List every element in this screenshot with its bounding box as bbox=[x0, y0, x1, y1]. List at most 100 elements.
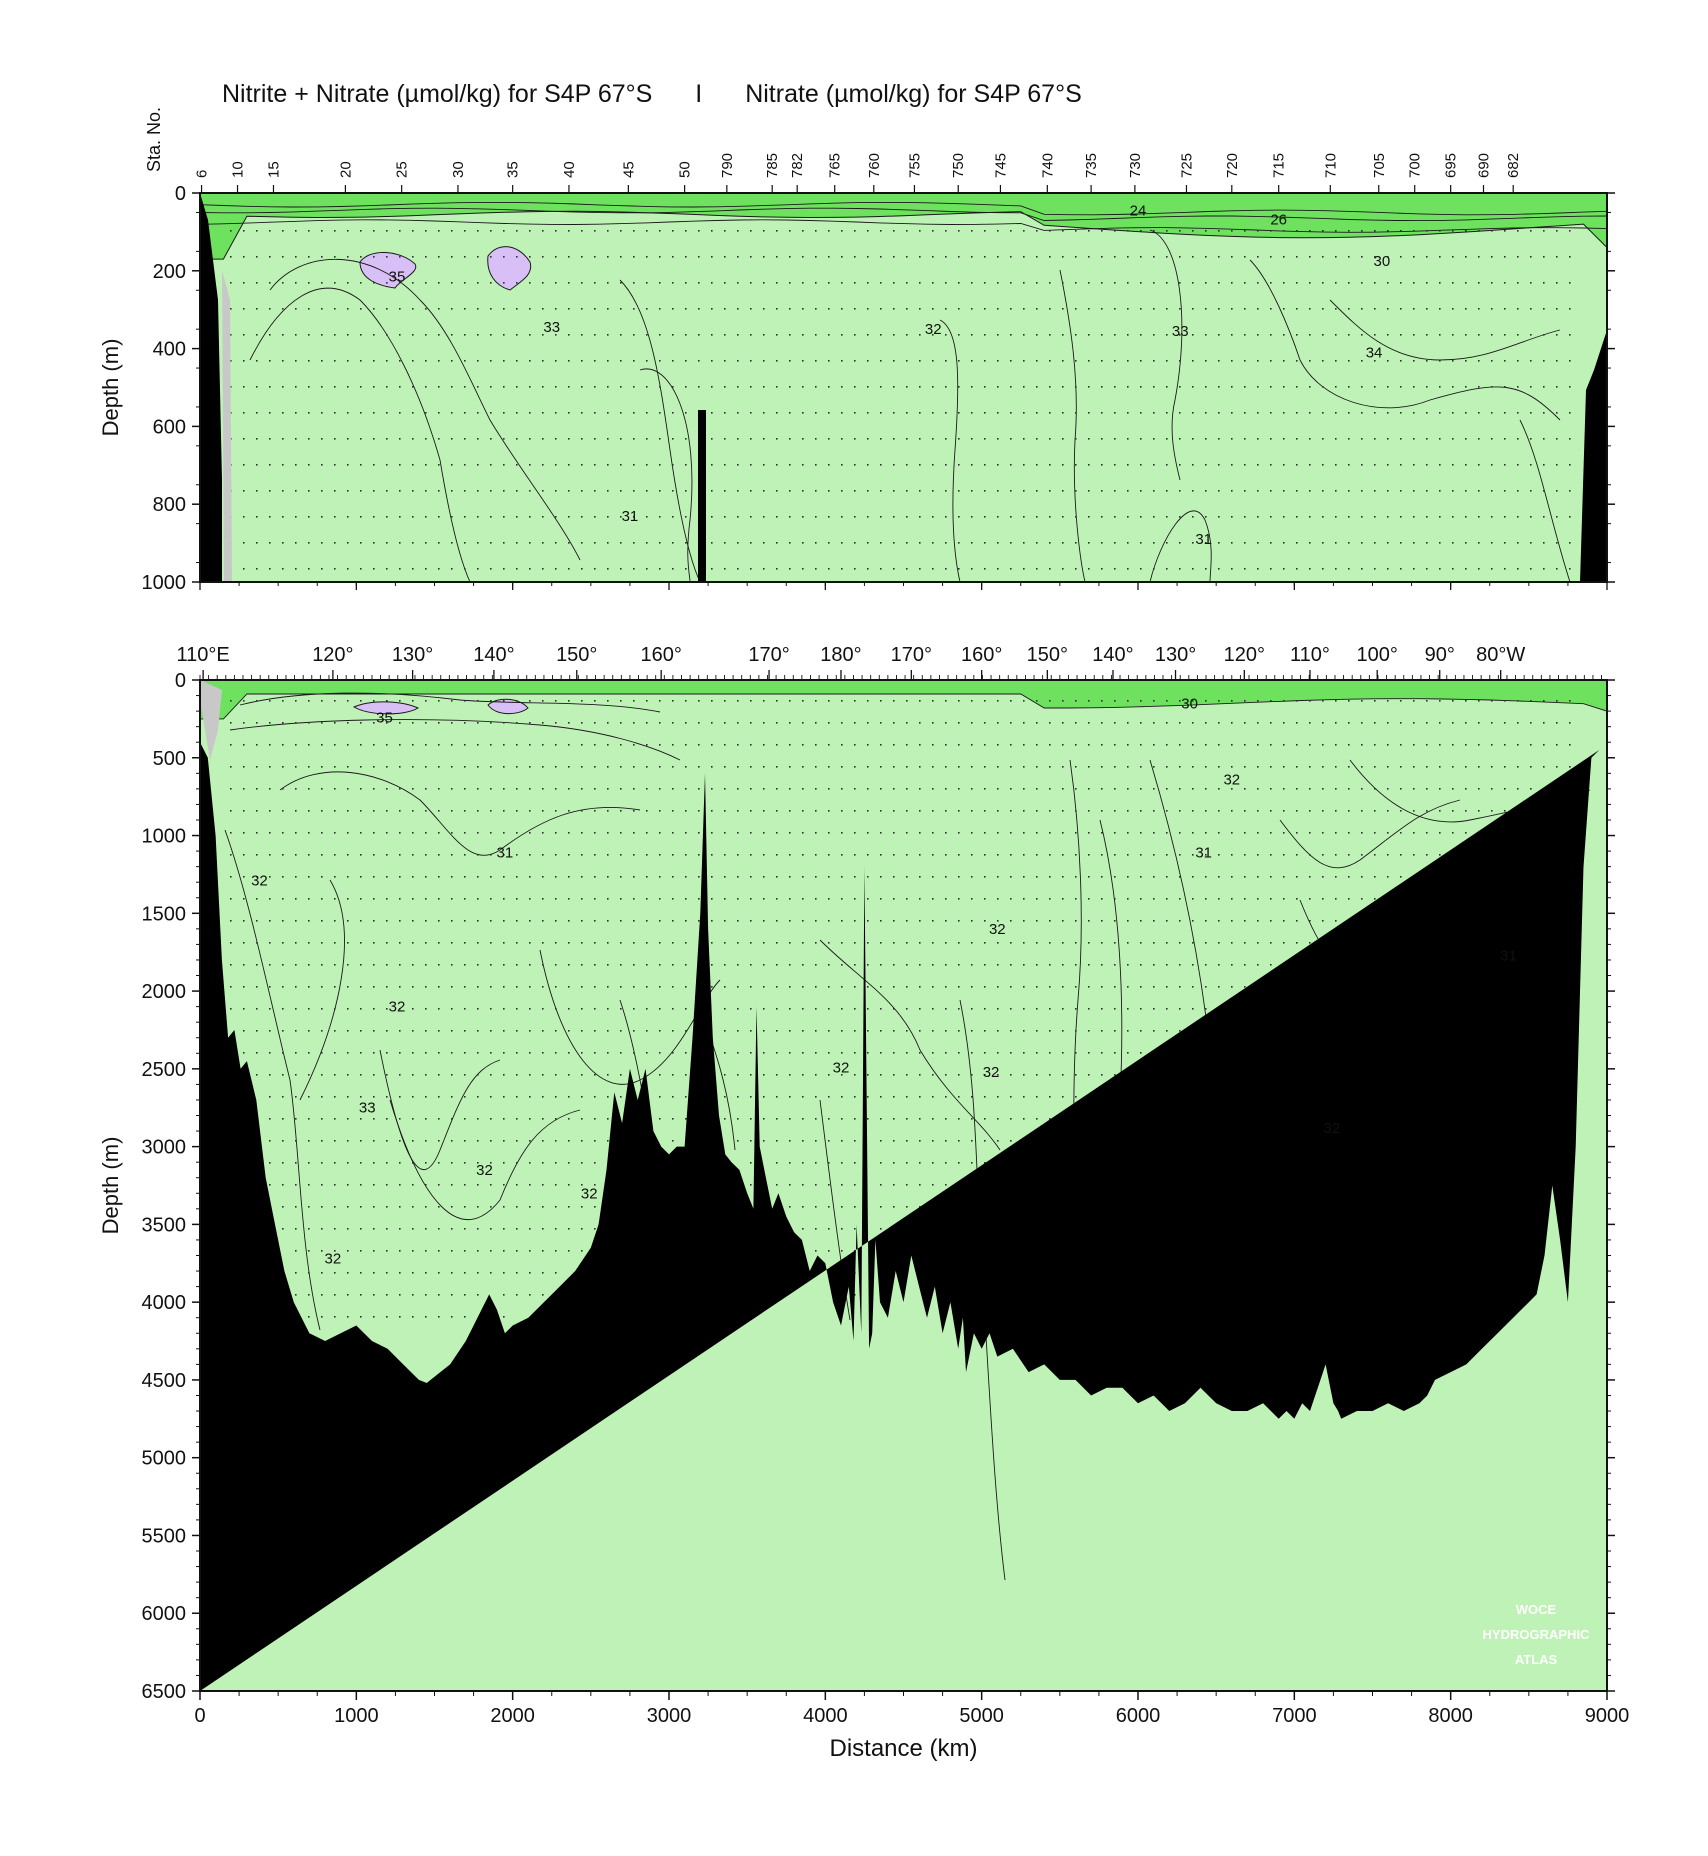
station-label: 20 bbox=[337, 161, 354, 178]
y-tick-label: 3500 bbox=[142, 1214, 187, 1236]
contour-label: 33 bbox=[543, 319, 560, 336]
contour-label: 26 bbox=[1270, 211, 1287, 228]
contour-label: 31 bbox=[1195, 845, 1212, 862]
watermark-line-2: HYDROGRAPHIC bbox=[1483, 1627, 1591, 1642]
station-label: 50 bbox=[677, 161, 694, 178]
left-slope bbox=[200, 193, 222, 582]
bathymetry-profile bbox=[200, 742, 1600, 1691]
x-tick-label: 5000 bbox=[959, 1705, 1004, 1727]
concentration-contour bbox=[819, 939, 1001, 1151]
longitude-label: 150° bbox=[1027, 644, 1068, 666]
contour-label: 31 bbox=[622, 508, 639, 525]
title-right: Nitrate (µmol/kg) for S4P 67°S bbox=[745, 80, 1082, 108]
y-tick-label: 3000 bbox=[142, 1137, 187, 1159]
surface-contour bbox=[200, 207, 1607, 222]
concentration-contour bbox=[639, 368, 693, 582]
longitude-label: 140° bbox=[473, 644, 514, 666]
contour-label: 33 bbox=[1172, 323, 1189, 340]
concentration-contour bbox=[279, 771, 641, 856]
y-tick-label: 2500 bbox=[142, 1059, 187, 1081]
surface-low-band bbox=[200, 680, 1607, 720]
contour-label: 32 bbox=[983, 1064, 1000, 1081]
contour-label: 32 bbox=[476, 1162, 493, 1179]
y-tick-label: 400 bbox=[153, 339, 186, 361]
contour-label: 32 bbox=[833, 1059, 850, 1076]
longitude-label: 130° bbox=[1155, 644, 1196, 666]
y-tick-label: 1000 bbox=[142, 826, 187, 848]
ridge-spike bbox=[698, 410, 706, 582]
station-label: 45 bbox=[620, 161, 637, 178]
station-label: 750 bbox=[950, 153, 967, 178]
station-label: 30 bbox=[450, 161, 467, 178]
surface-contour bbox=[200, 201, 1607, 216]
contour-label: 34 bbox=[1366, 344, 1383, 361]
station-label: 710 bbox=[1322, 153, 1339, 178]
lower-panel: 35 30 32 31 31 32 32 31 32 32 32 33 32 32 32 32 0 500 1000… bbox=[98, 644, 1629, 1762]
longitude-label: 140° bbox=[1092, 644, 1133, 666]
contour-label: 35 bbox=[376, 709, 393, 726]
contour-label: 31 bbox=[497, 845, 514, 862]
y-tick-label: 200 bbox=[153, 261, 186, 283]
station-label: 735 bbox=[1083, 153, 1100, 178]
contour-label: 31 bbox=[1500, 947, 1517, 964]
contour-label: 30 bbox=[1374, 253, 1391, 270]
y-tick-label: 500 bbox=[153, 748, 186, 770]
station-label: 25 bbox=[394, 161, 411, 178]
longitude-label: 150° bbox=[556, 644, 597, 666]
high-35-patch bbox=[359, 251, 417, 289]
x-tick-label: 7000 bbox=[1272, 1705, 1317, 1727]
x-tick-label: 3000 bbox=[647, 1705, 692, 1727]
longitude-label: 170° bbox=[891, 644, 932, 666]
concentration-contour bbox=[299, 879, 345, 1101]
contour-label: 31 bbox=[1195, 531, 1212, 548]
high-35-patch bbox=[352, 701, 420, 715]
x-tick-label: 1000 bbox=[334, 1705, 379, 1727]
longitude-label: 170° bbox=[748, 644, 789, 666]
longitude-label: 160° bbox=[640, 644, 681, 666]
upper-panel: 6 10 15 20 25 30 35 40 45 50 790 785 782 765 760 755 750… bbox=[98, 107, 1615, 594]
longitude-label: 110°E bbox=[177, 644, 230, 666]
station-label: 10 bbox=[230, 161, 247, 178]
longitude-label: 120° bbox=[312, 644, 353, 666]
title-separator: I bbox=[695, 80, 703, 108]
station-label: 15 bbox=[265, 161, 282, 178]
concentration-contour bbox=[939, 319, 961, 582]
concentration-contour bbox=[269, 258, 581, 561]
station-label: 695 bbox=[1443, 153, 1460, 178]
y-tick-label: 2000 bbox=[142, 981, 187, 1003]
y-tick-label: 6000 bbox=[142, 1603, 187, 1625]
longitude-label: 90° bbox=[1425, 644, 1455, 666]
concentration-contour bbox=[1059, 269, 1086, 582]
shelf-gray bbox=[200, 680, 222, 760]
x-tick-label: 4000 bbox=[803, 1705, 848, 1727]
y-tick-label: 5000 bbox=[142, 1448, 187, 1470]
y-tick-label: 6500 bbox=[142, 1681, 187, 1703]
contour-label: 32 bbox=[325, 1251, 342, 1268]
station-label: 730 bbox=[1127, 153, 1144, 178]
station-axis: 6 10 15 20 25 30 35 40 45 50 790 785 782 765 760 755 750… bbox=[144, 107, 1522, 193]
contour-label: 32 bbox=[581, 1185, 598, 1202]
concentration-contour bbox=[1149, 510, 1212, 582]
station-label: 790 bbox=[719, 153, 736, 178]
y-tick-label: 1000 bbox=[142, 572, 187, 594]
x-tick-label: 6000 bbox=[1116, 1705, 1161, 1727]
longitude-label: 80°W bbox=[1476, 644, 1525, 666]
high-35-patch bbox=[487, 246, 532, 291]
interior-fill bbox=[200, 193, 1607, 582]
woce-watermark: WOCE HYDROGRAPHIC ATLAS bbox=[1483, 1602, 1591, 1667]
concentration-contour bbox=[1249, 259, 1561, 421]
concentration-contour bbox=[224, 829, 321, 1331]
lower-plot-area bbox=[200, 680, 1607, 1691]
contour-label: 32 bbox=[925, 321, 942, 338]
lower-ylabel: Depth (m) bbox=[98, 1137, 123, 1235]
concentration-contour bbox=[389, 1099, 581, 1220]
y-tick-label: 0 bbox=[175, 670, 186, 692]
contour-label: 32 bbox=[1324, 1120, 1341, 1137]
x-tick-label: 8000 bbox=[1428, 1705, 1473, 1727]
station-axis-label: Sta. No. bbox=[144, 107, 164, 172]
lower-xlabel: Distance (km) bbox=[829, 1735, 977, 1762]
station-label: 785 bbox=[764, 153, 781, 178]
surface-low-band bbox=[200, 193, 1607, 260]
concentration-contour bbox=[1279, 799, 1461, 869]
